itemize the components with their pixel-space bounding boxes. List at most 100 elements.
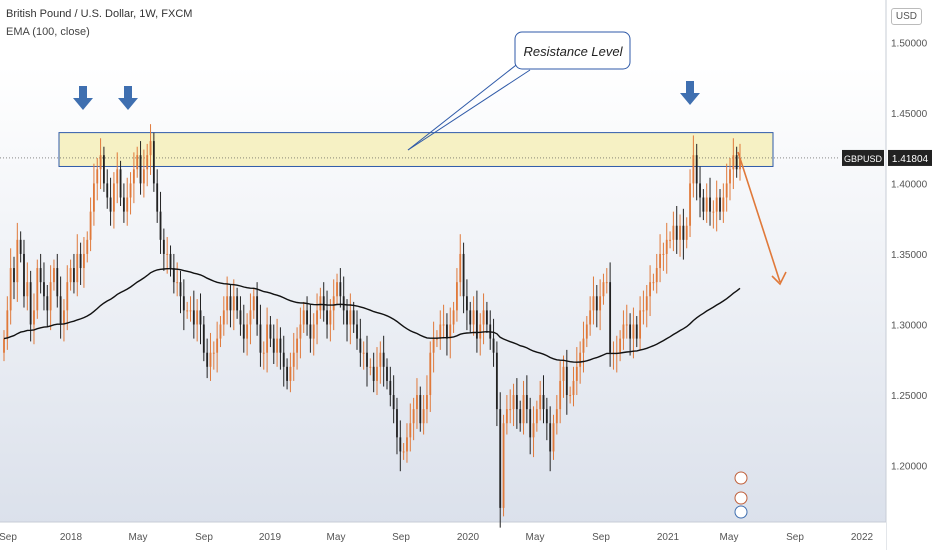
candle-body xyxy=(475,310,478,339)
candle-body xyxy=(452,310,455,325)
down-arrow-icon xyxy=(118,86,138,110)
candle-body xyxy=(269,324,272,339)
candle-body xyxy=(705,197,708,212)
candle-body xyxy=(619,338,622,353)
candle-body xyxy=(69,268,72,283)
x-tick-label: Sep xyxy=(786,532,804,543)
candle-body xyxy=(132,169,135,184)
candle-body xyxy=(519,409,522,424)
candle-body xyxy=(176,282,179,284)
candle-body xyxy=(342,296,345,311)
candle-body xyxy=(119,169,122,198)
candle-body xyxy=(369,366,372,368)
candle-body xyxy=(239,310,242,325)
candle-body xyxy=(729,169,731,184)
candle-body xyxy=(322,296,325,311)
candle-body xyxy=(386,366,388,381)
y-tick-label: 1.35000 xyxy=(891,250,928,261)
y-tick-label: 1.30000 xyxy=(891,320,928,331)
candle-body xyxy=(372,366,375,381)
candle-body xyxy=(229,296,232,311)
candle-body xyxy=(555,409,558,424)
candle-body xyxy=(159,211,162,240)
candle-body xyxy=(192,310,195,325)
candle-body xyxy=(256,296,259,325)
x-tick-label: 2018 xyxy=(60,532,83,543)
candle-body xyxy=(515,395,518,410)
candle-body xyxy=(209,352,212,367)
x-tick-label: May xyxy=(129,532,148,543)
candle-body xyxy=(136,155,139,170)
candle-body xyxy=(19,239,22,254)
candle-body xyxy=(152,141,155,184)
candle-body xyxy=(189,310,192,312)
candle-body xyxy=(122,197,125,212)
candle-body xyxy=(379,352,382,367)
candle-body xyxy=(652,282,655,284)
last-price-label: 1.41804 xyxy=(892,154,929,165)
down-arrow-icon xyxy=(73,86,93,110)
candle-body xyxy=(456,282,458,311)
candle-body xyxy=(126,197,129,212)
candle-body xyxy=(182,296,185,311)
chart-title: British Pound / U.S. Dollar, 1W, FXCM xyxy=(6,8,193,20)
candle-body xyxy=(73,268,75,283)
candle-body xyxy=(139,155,142,184)
candle-body xyxy=(53,268,55,283)
x-tick-label: 2019 xyxy=(259,532,282,543)
candle-body xyxy=(559,380,562,410)
candle-body xyxy=(545,409,548,424)
candle-body xyxy=(26,282,29,297)
projection-arrowhead xyxy=(771,271,787,286)
candle-body xyxy=(662,253,665,255)
candle-body xyxy=(302,310,305,325)
candle-body xyxy=(712,211,715,213)
candle-body xyxy=(312,324,315,339)
currency-button[interactable]: USD xyxy=(890,8,922,25)
candle-body xyxy=(715,197,718,212)
candle-body xyxy=(429,352,432,396)
x-tick-label: 2020 xyxy=(457,532,480,543)
candle-body xyxy=(552,423,555,452)
callout-text: Resistance Level xyxy=(524,44,624,59)
candle-body xyxy=(276,338,279,353)
candle-body xyxy=(709,197,711,212)
callout-box xyxy=(514,31,631,70)
candle-body xyxy=(146,155,149,170)
candle-body xyxy=(602,282,605,297)
candle-body xyxy=(216,338,219,353)
candle-body xyxy=(682,225,685,240)
candle-body xyxy=(6,310,9,339)
candle-body xyxy=(149,141,152,156)
candle-body xyxy=(535,409,538,424)
candle-body xyxy=(306,310,308,325)
candle-body xyxy=(292,352,295,367)
candle-body xyxy=(642,310,645,312)
candle-body xyxy=(59,296,62,325)
candle-body xyxy=(685,225,688,240)
candle-body xyxy=(639,310,642,339)
candle-body xyxy=(33,310,35,325)
candle-body xyxy=(129,183,132,198)
x-tick-label: 2021 xyxy=(657,532,680,543)
candle-body xyxy=(446,324,448,339)
candle-body xyxy=(669,239,671,241)
candle-body xyxy=(412,409,415,424)
candle-body xyxy=(735,155,738,170)
candle-body xyxy=(599,296,602,311)
candle-body xyxy=(432,338,435,353)
event-flag-icon xyxy=(734,505,748,519)
candle-body xyxy=(589,310,592,325)
candle-body xyxy=(459,253,462,283)
candle-body xyxy=(166,253,169,255)
candle-body xyxy=(66,282,69,311)
candle-body xyxy=(279,338,282,353)
candle-body xyxy=(242,324,245,339)
candle-body xyxy=(23,253,25,297)
symbol-label: GBPUSD xyxy=(844,154,883,164)
candle-body xyxy=(259,324,262,353)
projection-arrow-line xyxy=(737,151,781,283)
candle-body xyxy=(282,352,285,367)
